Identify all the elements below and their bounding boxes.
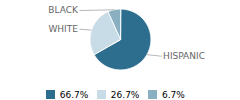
html-text:66.7%: 66.7% bbox=[59, 89, 89, 100]
html-text:26.7%: 26.7% bbox=[110, 89, 140, 100]
svg-text:WHITE: WHITE bbox=[48, 24, 78, 34]
svg-text:HISPANIC: HISPANIC bbox=[163, 51, 205, 61]
html-text:6.7%: 6.7% bbox=[161, 89, 185, 100]
svg-text:BLACK: BLACK bbox=[48, 5, 79, 15]
